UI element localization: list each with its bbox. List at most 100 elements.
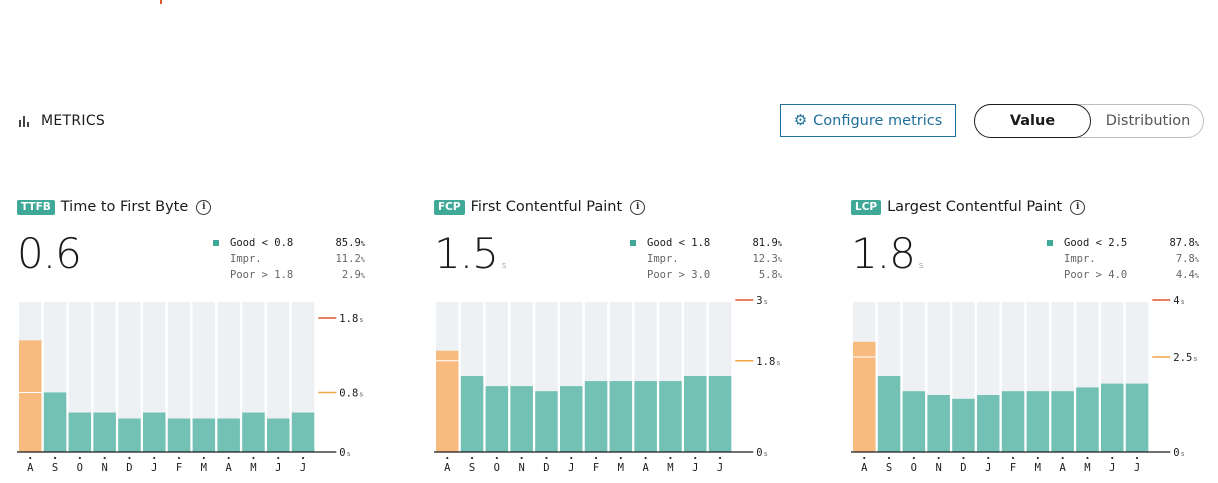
x-tick-label: M [618, 462, 624, 474]
x-tick-label: N [518, 462, 524, 474]
x-tick-label: O [494, 462, 500, 474]
bar [118, 418, 141, 452]
info-icon[interactable]: i [630, 199, 646, 215]
dist-label: Poor > 4.0 [1064, 269, 1128, 281]
dist-pct: 2.9% [330, 268, 365, 284]
metrics-header: METRICS [19, 113, 105, 129]
toggle-value[interactable]: Value [974, 104, 1091, 138]
threshold-label: 4s [1173, 295, 1185, 307]
distribution-summary: Good < 1.8 81.9% Impr. 12.3% Poor > 3.0 5.8… [630, 236, 782, 284]
threshold-unit: s [776, 359, 780, 367]
bar-background [217, 302, 240, 452]
x-tick-label: M [1084, 462, 1090, 474]
bar [242, 412, 265, 452]
top-accent-mark [160, 0, 162, 4]
dist-label: Poor > 3.0 [647, 269, 711, 281]
info-icon[interactable]: i [196, 199, 212, 215]
bar-chart-icon [19, 115, 33, 127]
bar [584, 381, 608, 452]
bar [1101, 383, 1124, 452]
tick-dot [644, 456, 647, 460]
bar-background [192, 302, 216, 452]
bar [1125, 383, 1149, 452]
metric-value: 0.6 [17, 232, 85, 288]
threshold-unit: s [1181, 298, 1185, 306]
threshold-unit: s [359, 316, 363, 324]
dist-pct: 4.4% [1164, 268, 1199, 284]
dist-label: Impr. [1064, 253, 1096, 265]
tick-dot [718, 456, 722, 460]
tick-dot [863, 456, 866, 460]
bar [977, 395, 1000, 452]
metric-card-lcp: LCP Largest Contentful Paint i 1.8 s Good… [851, 196, 1218, 483]
threshold-label: 0.8s [339, 387, 363, 399]
tick-dot [912, 456, 915, 460]
bar [659, 381, 682, 452]
dist-label: Good < 0.8 [230, 237, 294, 249]
dist-label: Good < 1.8 [647, 237, 711, 249]
dist-pct-value: 11.2 [335, 253, 361, 265]
dist-pct-value: 4.4 [1175, 269, 1195, 281]
tick-dot [594, 456, 598, 460]
dist-pct-unit: % [1194, 272, 1199, 280]
bar [535, 391, 558, 452]
dist-pct-unit: % [777, 272, 782, 280]
dist-pct: 11.2% [330, 252, 365, 268]
x-tick-label: D [960, 462, 966, 474]
x-tick-label: J [1109, 462, 1115, 474]
x-tick-label: A [861, 462, 868, 474]
bar-background [167, 302, 191, 452]
dist-pct: 12.3% [747, 252, 782, 268]
configure-metrics-label: Configure metrics [813, 112, 943, 129]
dist-row-good: Good < 0.8 85.9% [213, 236, 365, 252]
x-tick-label: N [935, 462, 941, 474]
metric-bar-chart: A S O N D J F M A M J J 3s 1.8s 0s [434, 295, 814, 475]
toggle-distribution[interactable]: Distribution [1105, 113, 1191, 129]
tick-dot [301, 456, 305, 460]
dist-pct: 87.8% [1164, 236, 1199, 252]
bar [1001, 391, 1025, 452]
view-toggle: Value Distribution [974, 104, 1204, 138]
bar-background [267, 302, 290, 452]
distribution-summary: Good < 2.5 87.8% Impr. 7.8% Poor > 4.0 4.4% [1047, 236, 1199, 284]
x-tick-label: A [642, 462, 649, 474]
dist-label: Poor > 1.8 [230, 269, 294, 281]
metric-value-unit: s [918, 261, 924, 271]
dist-pct-unit: % [360, 272, 365, 280]
x-tick-label: J [275, 462, 281, 474]
bar [167, 418, 191, 452]
bar [43, 392, 67, 452]
metric-value-number: 1.5 [434, 229, 499, 278]
x-tick-label: J [300, 462, 306, 474]
bar [68, 412, 92, 452]
info-icon[interactable]: i [1070, 199, 1086, 215]
metric-value-unit: s [501, 261, 507, 271]
bar-background [118, 302, 141, 452]
bar [291, 412, 315, 452]
tick-dot [1036, 456, 1039, 460]
x-tick-label: M [250, 462, 256, 474]
x-tick-label: O [911, 462, 917, 474]
dist-row-impr: Impr. 12.3% [630, 252, 782, 268]
tick-dot [669, 456, 672, 460]
x-tick-label: S [469, 462, 475, 474]
dist-pct-value: 85.9 [335, 237, 361, 249]
bar [436, 350, 459, 452]
threshold-label: 1.8s [339, 313, 363, 325]
metric-badge: FCP [434, 199, 465, 215]
tick-dot [470, 456, 474, 460]
metric-title: Time to First Byte [60, 199, 189, 215]
tick-dot [277, 456, 280, 460]
bar [460, 376, 484, 452]
bar [684, 376, 707, 452]
x-tick-label: J [717, 462, 723, 474]
dist-label: Impr. [647, 253, 679, 265]
metric-badge: TTFB [17, 199, 55, 215]
configure-metrics-button[interactable]: ⚙ Configure metrics [780, 104, 956, 137]
threshold-label: 3s [756, 295, 768, 307]
dist-pct: 5.8% [747, 268, 782, 284]
distribution-summary: Good < 0.8 85.9% Impr. 11.2% Poor > 1.8 2.9… [213, 236, 365, 284]
tick-dot [446, 456, 449, 460]
x-tick-label: M [201, 462, 207, 474]
x-tick-label: A [444, 462, 451, 474]
